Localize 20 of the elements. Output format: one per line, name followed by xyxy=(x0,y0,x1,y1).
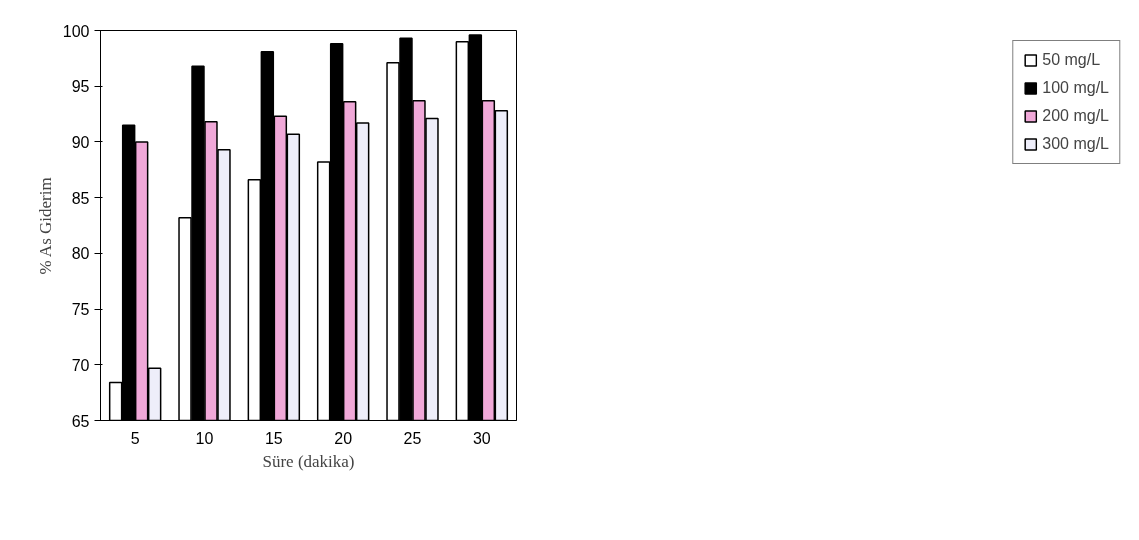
x-tick-label: 30 xyxy=(472,429,491,447)
x-tick-label: 5 xyxy=(130,429,140,447)
x-tick-label: 10 xyxy=(195,429,214,447)
legend-label: 100 mg/L xyxy=(1042,79,1109,97)
y-tick-label: 95 xyxy=(71,78,90,96)
legend-label: 50 mg/L xyxy=(1042,51,1101,69)
legend-label: 300 mg/L xyxy=(1042,135,1109,153)
x-tick-label: 25 xyxy=(403,429,422,447)
y-tick-label: 100 xyxy=(62,22,90,40)
y-tick-label: 85 xyxy=(71,189,90,207)
y-tick-label: 70 xyxy=(71,356,90,374)
legend-label: 200 mg/L xyxy=(1042,107,1109,125)
x-axis-title: Süre (dakika) xyxy=(262,451,355,471)
y-tick-label: 90 xyxy=(71,133,90,151)
y-tick-label: 75 xyxy=(71,301,90,319)
x-tick-label: 15 xyxy=(264,429,283,447)
y-tick-label: 80 xyxy=(71,245,90,263)
y-tick-label: 65 xyxy=(71,412,90,430)
y-axis-title: % As Giderim xyxy=(35,177,55,275)
x-tick-label: 20 xyxy=(334,429,353,447)
